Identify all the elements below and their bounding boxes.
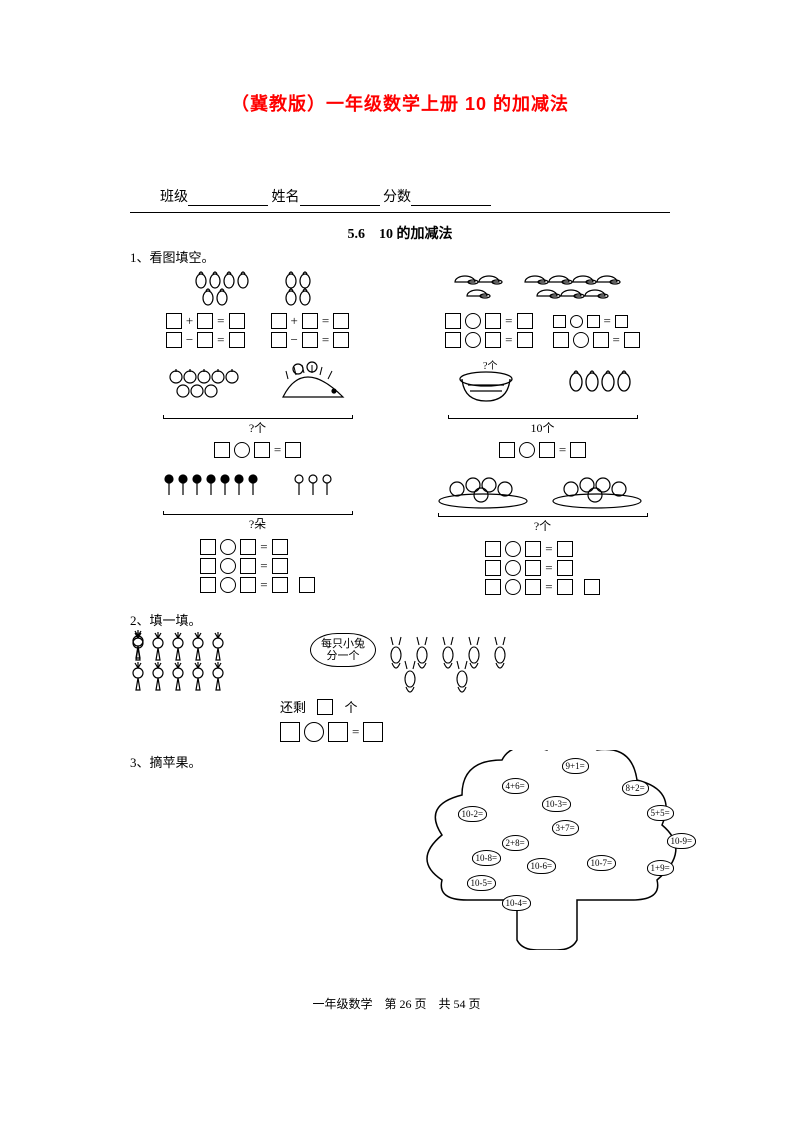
q1-label: 1、看图填空。	[130, 247, 670, 266]
left-blank[interactable]	[317, 699, 333, 715]
apple-problem[interactable]: 8+2=	[622, 780, 649, 796]
tree-icon	[412, 750, 712, 950]
eq-op[interactable]: =	[553, 313, 640, 329]
rabbits-icon	[380, 633, 580, 689]
q1-plate: ?个 = = =	[415, 469, 670, 600]
brace: ?个	[163, 418, 353, 436]
pear-group-4	[283, 270, 323, 304]
student-info-line: 班级 姓名 分数	[160, 186, 670, 206]
q1-caps: = = = =	[415, 270, 670, 351]
score-blank[interactable]	[411, 191, 491, 206]
eq-box[interactable]: + =	[271, 313, 350, 329]
section-title: 5.6 10 的加减法	[130, 223, 670, 243]
cap-group-3	[453, 270, 507, 304]
apple-problem[interactable]: 10-9=	[667, 833, 697, 849]
eq-op[interactable]: =	[553, 332, 640, 348]
q1-pears: + = − = + = − =	[130, 270, 385, 351]
apple-problem[interactable]: 10-3=	[542, 796, 572, 812]
page-title: （冀教版）一年级数学上册 10 的加减法	[130, 90, 670, 116]
eq-box[interactable]: − =	[271, 332, 350, 348]
q1-row1: + = − = + = − =	[130, 270, 670, 351]
name-label: 姓名	[272, 190, 300, 205]
brace: 10个	[448, 418, 638, 436]
eq-op[interactable]: =	[445, 313, 532, 329]
q2-content: 每只小兔分一个	[130, 633, 670, 691]
eq-op[interactable]: =	[280, 722, 670, 742]
eq-op[interactable]: =	[130, 442, 385, 458]
pear-group-6	[193, 270, 257, 304]
left-over: 还剩 个	[280, 697, 670, 716]
q2-answer: 还剩 个 =	[280, 697, 670, 742]
apple-problem[interactable]: 2+8=	[502, 835, 529, 851]
page-footer: 一年级数学 第 26 页 共 54 页	[0, 995, 793, 1012]
apple-problem[interactable]: 10-7=	[587, 855, 617, 871]
brace: ?朵	[163, 514, 353, 532]
q1-hedgehog: ?个 =	[130, 361, 385, 461]
eq-op[interactable]: =	[415, 442, 670, 458]
eq-op[interactable]: =	[485, 560, 600, 576]
carrots-icon	[130, 633, 290, 691]
q1-flowers: ?朵 = = =	[130, 469, 385, 600]
q1-row3: ?朵 = = =	[130, 469, 670, 600]
svg-text:?个: ?个	[483, 360, 497, 372]
q3-label: 3、摘苹果。	[130, 752, 202, 771]
name-blank[interactable]	[300, 191, 380, 206]
apple-problem[interactable]: 10-6=	[527, 858, 557, 874]
eq-op[interactable]: =	[200, 539, 315, 555]
apple-problem[interactable]: 10-4=	[502, 895, 532, 911]
thought-cloud: 每只小兔分一个	[310, 633, 376, 667]
brace: ?个	[438, 516, 648, 534]
eq-box[interactable]: − =	[166, 332, 245, 348]
eq-op[interactable]: =	[485, 541, 600, 557]
q2-label: 2、填一填。	[130, 610, 670, 629]
apple-problem[interactable]: 5+5=	[647, 805, 674, 821]
class-blank[interactable]	[188, 191, 268, 206]
apple-problem[interactable]: 9+1=	[562, 758, 589, 774]
apple-problem[interactable]: 1+9=	[647, 860, 674, 876]
cap-group-7	[523, 270, 633, 304]
eq-op[interactable]: =	[200, 577, 315, 593]
q2-right: 每只小兔分一个	[310, 633, 580, 689]
eq-box[interactable]: + =	[166, 313, 245, 329]
apple-tree: 9+1=4+6=8+2=10-3=5+5=10-2=3+7=2+8=10-9=1…	[412, 750, 670, 950]
eq-op[interactable]: =	[485, 579, 600, 595]
q1-row2: ?个 = ?个	[130, 361, 670, 461]
q1-basket: ?个 10个 =	[415, 361, 670, 461]
divider	[130, 212, 670, 213]
apple-problem[interactable]: 4+6=	[502, 778, 529, 794]
eq-op[interactable]: =	[445, 332, 532, 348]
apple-problem[interactable]: 3+7=	[552, 820, 579, 836]
score-label: 分数	[383, 190, 411, 205]
apple-problem[interactable]: 10-5=	[467, 875, 497, 891]
eq-op[interactable]: =	[200, 558, 315, 574]
apple-problem[interactable]: 10-2=	[458, 806, 488, 822]
class-label: 班级	[160, 190, 188, 205]
apple-problem[interactable]: 10-8=	[472, 850, 502, 866]
